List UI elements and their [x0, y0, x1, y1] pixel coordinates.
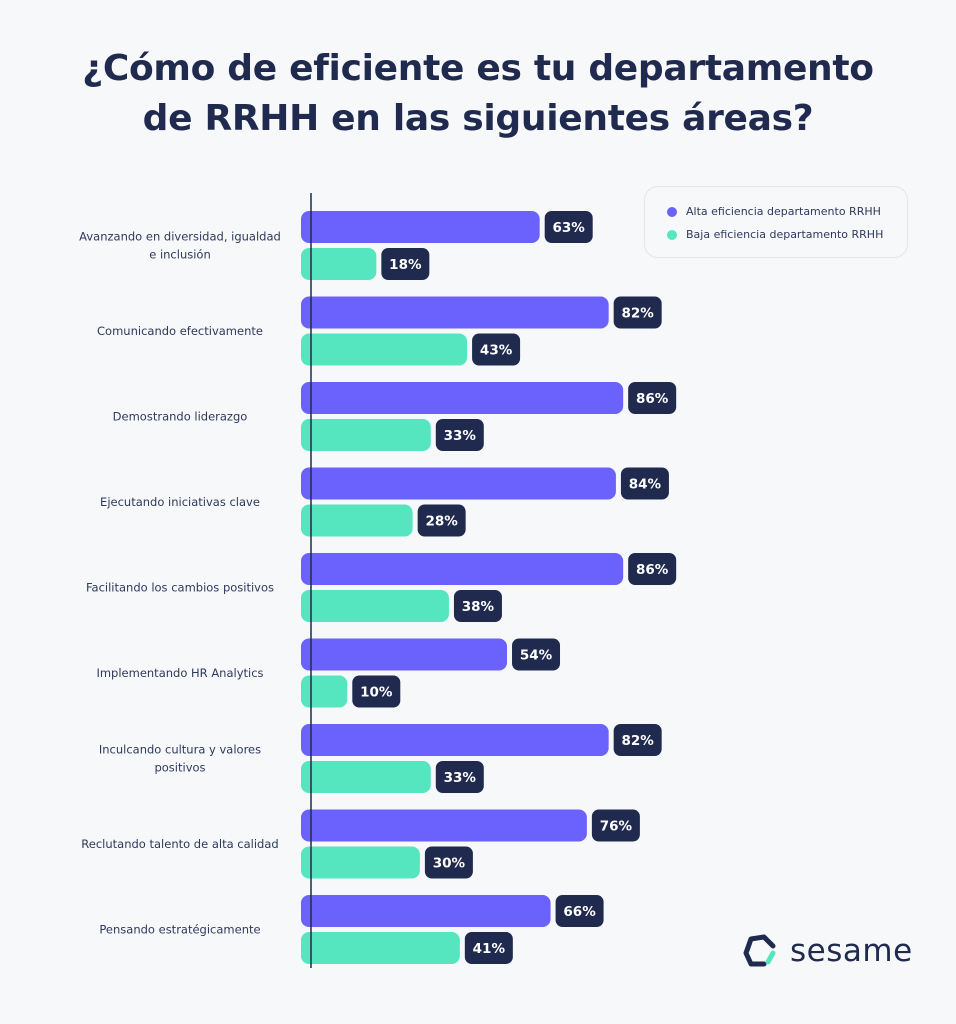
category-label: positivos [154, 761, 205, 775]
data-label: 18% [389, 257, 422, 273]
bar [301, 590, 449, 622]
data-label: 82% [621, 306, 654, 322]
bar [301, 761, 431, 793]
category-label: Avanzando en diversidad, igualdad [79, 230, 281, 244]
bar [301, 553, 624, 585]
title-line-1: ¿Cómo de eficiente es tu departamento [82, 48, 874, 89]
page-title: ¿Cómo de eficiente es tu departamento de … [0, 44, 956, 144]
brand-name: sesame [790, 933, 913, 969]
bar [301, 419, 431, 451]
legend-item-high: Alta eficiencia departamento RRHH [667, 205, 881, 218]
legend-dot-icon [667, 206, 677, 217]
legend-item-low: Baja eficiencia departamento RRHH [667, 228, 883, 241]
category-label: Facilitando los cambios positivos [86, 581, 274, 595]
bar [301, 248, 377, 280]
bar [301, 333, 468, 366]
data-label: 41% [473, 941, 506, 957]
data-label: 38% [462, 599, 495, 615]
legend-label: Alta eficiencia departamento RRHH [686, 205, 881, 218]
bar [301, 296, 609, 329]
data-label: 86% [636, 391, 669, 407]
category-label: Reclutando talento de alta calidad [81, 837, 278, 851]
data-label: 84% [629, 477, 662, 493]
legend-dot-icon [667, 229, 677, 240]
data-label-bg [417, 504, 466, 537]
data-label: 54% [520, 648, 553, 664]
bar [301, 504, 413, 537]
data-label-bg [628, 382, 677, 414]
data-label-bg [512, 638, 561, 671]
sesame-logo-icon [743, 934, 776, 967]
data-label: 30% [433, 856, 466, 872]
bar [301, 675, 348, 708]
data-label-bg [591, 809, 640, 842]
bar [301, 809, 587, 842]
data-label-bg [613, 724, 662, 756]
data-label-bg [555, 895, 604, 927]
bar [301, 724, 609, 756]
bar [301, 846, 420, 879]
bar [301, 638, 508, 671]
data-label: 28% [425, 514, 458, 530]
label-area [0, 190, 311, 980]
legend-label: Baja eficiencia departamento RRHH [686, 228, 884, 241]
title-line-2: de RRHH en las siguientes áreas? [142, 98, 814, 139]
data-label-bg [453, 590, 502, 622]
sesame-logo: sesame [742, 933, 913, 969]
legend: Alta eficiencia departamento RRHH Baja e… [644, 186, 908, 258]
data-label-bg [424, 846, 473, 879]
data-label: 10% [360, 685, 393, 701]
data-label: 63% [553, 220, 586, 236]
bar [301, 932, 460, 964]
data-label-bg [464, 932, 513, 964]
data-label-bg [381, 248, 430, 280]
data-label-bg [628, 553, 677, 585]
data-label: 82% [621, 733, 654, 749]
category-label: Demostrando liderazgo [113, 410, 248, 424]
data-label-bg [472, 333, 521, 366]
data-label: 86% [636, 562, 669, 578]
data-label-bg [435, 761, 484, 793]
data-label-bg [435, 419, 484, 451]
bar [301, 382, 624, 414]
data-label: 66% [563, 904, 596, 920]
data-label: 33% [444, 770, 477, 786]
category-label: e inclusión [149, 248, 211, 262]
data-label-bg [544, 211, 593, 243]
bar [301, 211, 540, 243]
data-label-bg [613, 296, 662, 329]
category-label: Implementando HR Analytics [96, 666, 263, 680]
data-label-bg [352, 675, 401, 708]
data-label-bg [620, 467, 669, 500]
data-label: 43% [480, 343, 513, 359]
category-label: Pensando estratégicamente [99, 923, 260, 937]
bar [301, 895, 551, 927]
category-label: Comunicando efectivamente [97, 324, 263, 338]
data-label: 33% [444, 428, 477, 444]
data-label: 76% [600, 819, 633, 835]
bar [301, 467, 616, 500]
category-label: Ejecutando iniciativas clave [100, 495, 260, 509]
category-label: Inculcando cultura y valores [99, 743, 261, 757]
